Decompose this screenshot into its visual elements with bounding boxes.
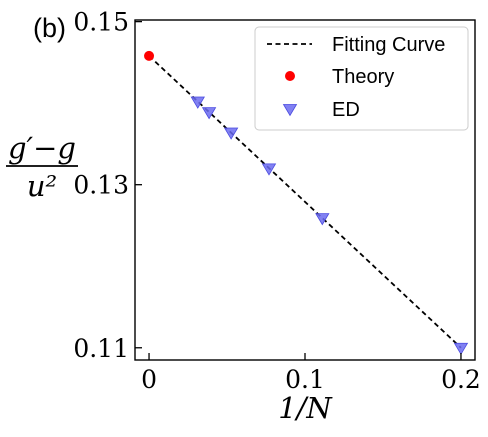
x-tick-label: 0.2 xyxy=(441,365,481,394)
legend-swatch-ed xyxy=(282,104,298,117)
legend-label: ED xyxy=(332,99,360,121)
y-axis-label-numerator: g′−g xyxy=(8,131,76,165)
legend-label: Theory xyxy=(332,66,394,88)
ed-point xyxy=(223,127,239,140)
fitting-curve-line xyxy=(148,55,462,349)
x-tick-label: 0 xyxy=(141,365,157,394)
panel-label: (b) xyxy=(33,13,66,43)
y-axis-label-denominator: u² xyxy=(27,169,57,203)
theory-point xyxy=(144,50,155,61)
ed-point xyxy=(190,96,205,109)
legend: Fitting Curve Theory ED xyxy=(254,26,469,131)
ed-point xyxy=(315,213,330,226)
ed-point xyxy=(453,342,469,356)
plot-area xyxy=(144,50,469,356)
y-axis-label: g′−g u² xyxy=(6,131,78,203)
legend-label: Fitting Curve xyxy=(332,34,445,56)
legend-swatch-theory xyxy=(285,71,295,81)
x-axis-label: 1/N xyxy=(278,391,333,425)
ed-point xyxy=(201,107,217,120)
y-tick-label: 0.13 xyxy=(73,171,129,200)
ed-point xyxy=(261,163,277,176)
legend-box xyxy=(254,26,469,131)
y-tick-label: 0.11 xyxy=(73,334,129,363)
x-tick-label: 0.1 xyxy=(285,365,325,394)
y-tick-label: 0.15 xyxy=(73,8,129,37)
